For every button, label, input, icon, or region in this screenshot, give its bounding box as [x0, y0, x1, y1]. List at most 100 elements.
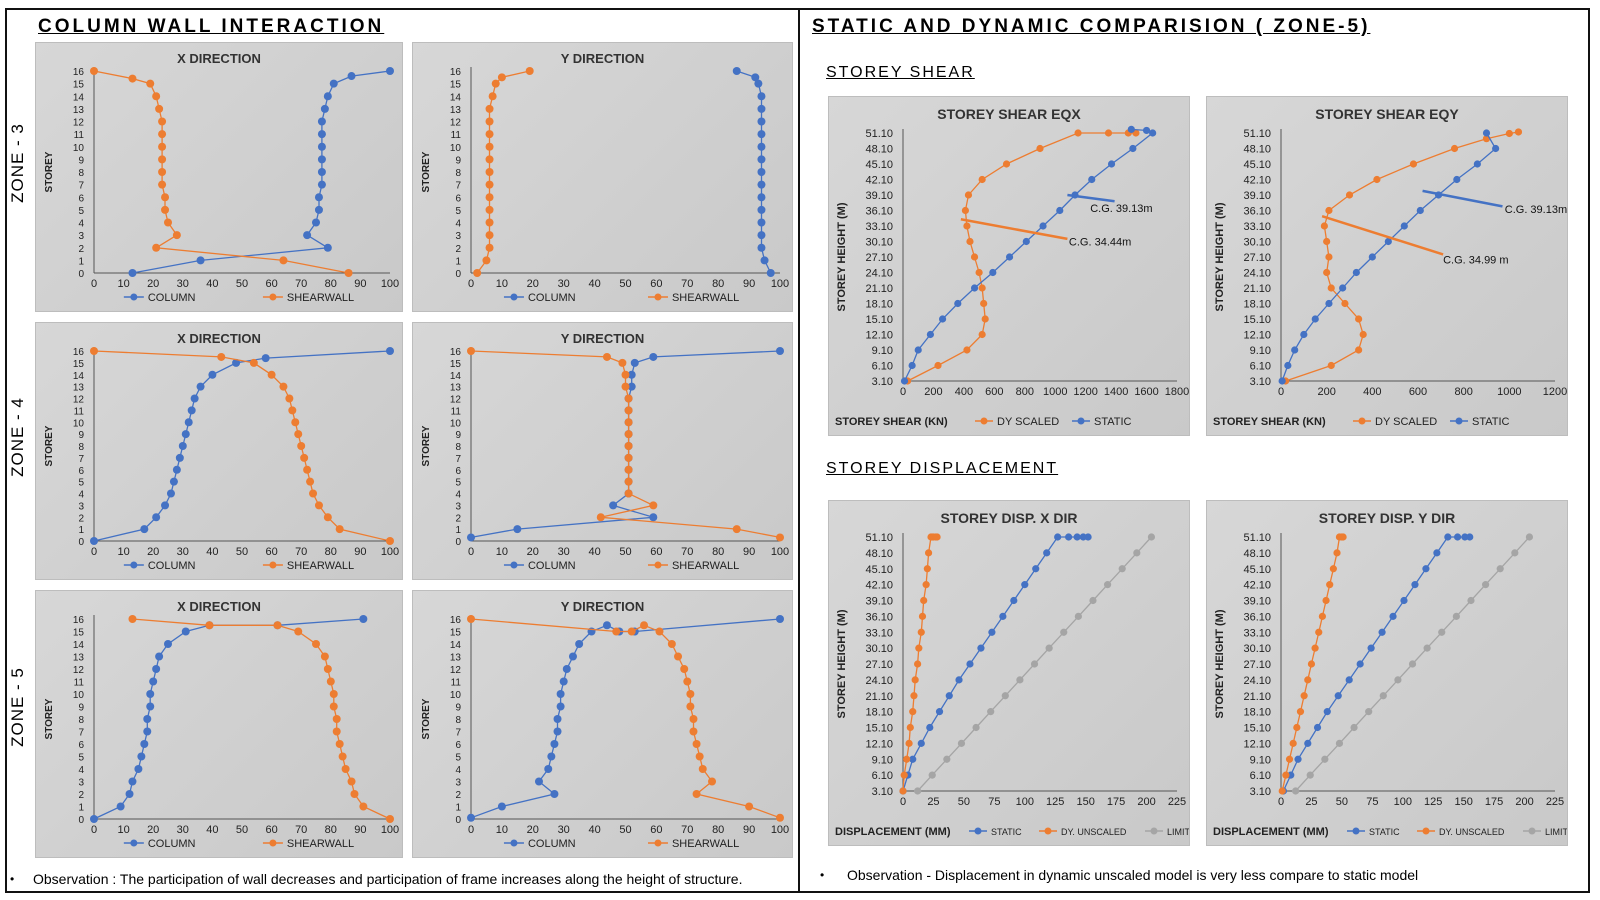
y-tick-label: 4: [78, 765, 84, 776]
data-point: [317, 155, 326, 164]
data-point: [1294, 755, 1302, 763]
data-point: [164, 640, 172, 648]
chart-title: Y DIRECTION: [561, 331, 645, 346]
y-tick-label: 16: [73, 347, 85, 358]
data-point: [386, 67, 394, 75]
x-tick-label: 600: [1409, 386, 1427, 398]
data-point: [1056, 206, 1064, 215]
data-point: [323, 665, 332, 673]
data-point: [900, 377, 909, 385]
y-tick-label: 9.10: [1250, 754, 1271, 766]
zone-label-5: ZONE - 5: [8, 667, 27, 747]
x-tick-label: 0: [1278, 796, 1284, 808]
y-tick-label: 18.10: [1243, 299, 1271, 311]
x-tick-label: 0: [468, 546, 474, 558]
data-point: [303, 231, 312, 240]
legend-label: SHEARWALL: [287, 560, 354, 572]
data-point: [317, 142, 326, 151]
data-point: [745, 802, 754, 811]
data-point: [972, 723, 980, 732]
data-point: [980, 299, 988, 308]
data-point: [683, 677, 692, 686]
data-point: [485, 168, 494, 176]
legend-marker: [1150, 827, 1158, 835]
y-tick-label: 13: [73, 105, 85, 116]
data-point: [1379, 692, 1387, 700]
data-point: [926, 723, 934, 732]
legend-label: COLUMN: [148, 838, 196, 850]
data-point: [708, 777, 717, 786]
y-tick-label: 33.10: [865, 627, 893, 639]
y-tick-label: 11: [74, 678, 85, 689]
data-point: [1394, 676, 1402, 684]
y-tick-label: 39.10: [865, 596, 893, 608]
y-tick-label: 42.10: [1243, 175, 1271, 187]
y-tick-label: 42.10: [865, 580, 893, 592]
x-tick-label: 0: [468, 278, 474, 290]
data-point: [1352, 268, 1360, 277]
data-point: [914, 787, 922, 795]
data-point: [317, 130, 326, 139]
data-point: [300, 453, 309, 462]
data-point: [970, 253, 979, 261]
y-tick-label: 4: [455, 219, 461, 230]
x-tick-label: 800: [1454, 386, 1472, 398]
data-point: [303, 465, 312, 474]
x-tick-label: 600: [985, 386, 1003, 398]
chart-title: STOREY SHEAR EQX: [937, 106, 1081, 122]
y-tick-label: 6.10: [872, 361, 893, 373]
bullet-left: •: [10, 872, 15, 886]
x-tick-label: 10: [117, 824, 129, 836]
data-point: [1452, 612, 1460, 620]
data-point: [1030, 660, 1039, 668]
data-point: [158, 117, 167, 126]
data-point: [612, 627, 621, 636]
data-point: [627, 627, 636, 636]
x-tick-label: 40: [206, 546, 218, 558]
series-line: [93, 350, 391, 542]
data-point: [757, 193, 766, 202]
data-point: [963, 346, 971, 354]
data-point: [553, 727, 562, 736]
data-point: [1373, 175, 1381, 184]
y-tick-label: 13: [73, 653, 85, 664]
y-tick-label: 51.10: [865, 128, 893, 140]
legend-label: SHEARWALL: [672, 560, 739, 572]
data-point: [1074, 129, 1082, 137]
data-point: [955, 676, 963, 684]
y-tick-label: 42.10: [865, 175, 893, 187]
x-tick-label: 70: [681, 546, 693, 558]
legend-marker: [1528, 827, 1536, 835]
legend-label: LIMIT: [1167, 827, 1189, 837]
data-point: [686, 690, 695, 698]
y-tick-label: 16: [73, 615, 85, 626]
data-point: [1010, 596, 1018, 605]
y-tick-label: 14: [73, 640, 85, 651]
y-tick-label: 3: [78, 231, 84, 242]
data-point: [359, 615, 368, 623]
data-point: [1453, 533, 1462, 541]
data-point: [926, 330, 934, 339]
y-tick-label: 7: [78, 728, 84, 739]
legend-label: DY SCALED: [997, 416, 1059, 428]
data-point: [1060, 628, 1068, 636]
y-tick-label: 6.10: [1250, 770, 1271, 782]
y-tick-label: 30.10: [865, 643, 893, 655]
y-tick-label: 1: [455, 256, 461, 267]
data-point: [602, 621, 611, 630]
y-tick-label: 2: [455, 513, 461, 524]
x-tick-label: 90: [354, 824, 366, 836]
x-tick-label: 30: [177, 278, 189, 290]
data-point: [909, 755, 917, 763]
y-tick-label: 3.10: [872, 376, 893, 388]
data-point: [562, 665, 571, 673]
y-tick-label: 4: [455, 490, 461, 501]
x-tick-label: 40: [588, 824, 600, 836]
series-line: [470, 618, 781, 819]
x-tick-label: 0: [91, 824, 97, 836]
page-border: [5, 8, 1590, 893]
legend-marker: [654, 839, 662, 847]
y-tick-label: 21.10: [865, 691, 893, 703]
legend-label: SHEARWALL: [672, 292, 739, 304]
